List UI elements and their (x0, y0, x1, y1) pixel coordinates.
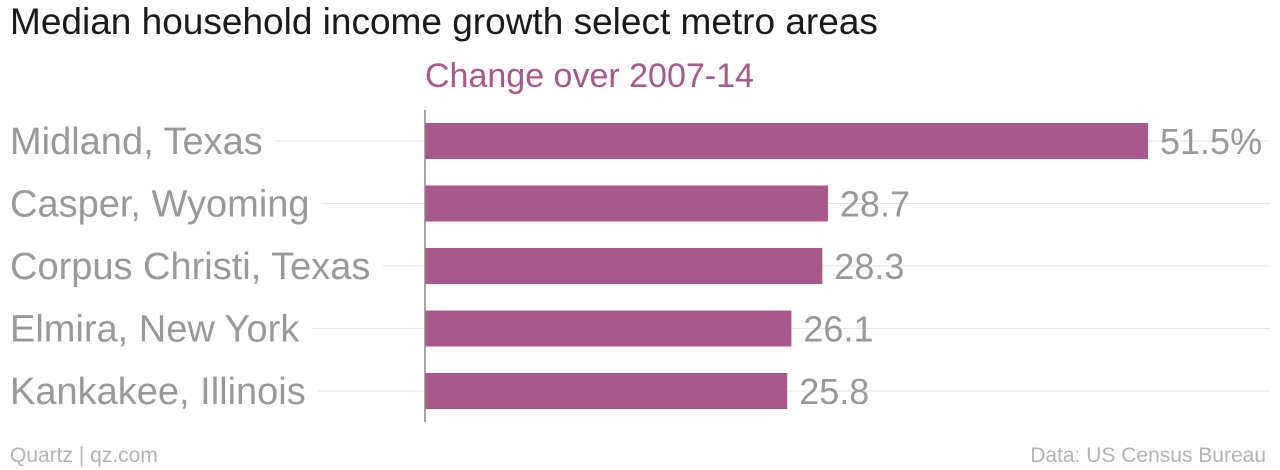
value-label: 51.5% (1160, 121, 1262, 162)
category-label: Elmira, New York (10, 309, 300, 351)
category-label: Kankakee, Illinois (10, 371, 306, 413)
chart-title: Median household income growth select me… (10, 1, 878, 42)
bar (425, 248, 823, 284)
bar (425, 373, 788, 409)
category-label: Corpus Christi, Texas (10, 246, 370, 288)
value-label: 28.3 (834, 246, 904, 287)
bar (425, 185, 828, 222)
source-credit: Quartz | qz.com (10, 444, 158, 467)
data-source: Data: US Census Bureau (1030, 444, 1266, 467)
bar (425, 123, 1148, 159)
bar (425, 310, 792, 347)
value-label: 25.8 (799, 371, 869, 412)
category-label: Midland, Texas (10, 121, 263, 163)
category-label: Casper, Wyoming (10, 184, 310, 226)
chart-subtitle: Change over 2007-14 (425, 57, 754, 95)
value-label: 26.1 (803, 309, 873, 350)
value-label: 28.7 (840, 184, 910, 225)
